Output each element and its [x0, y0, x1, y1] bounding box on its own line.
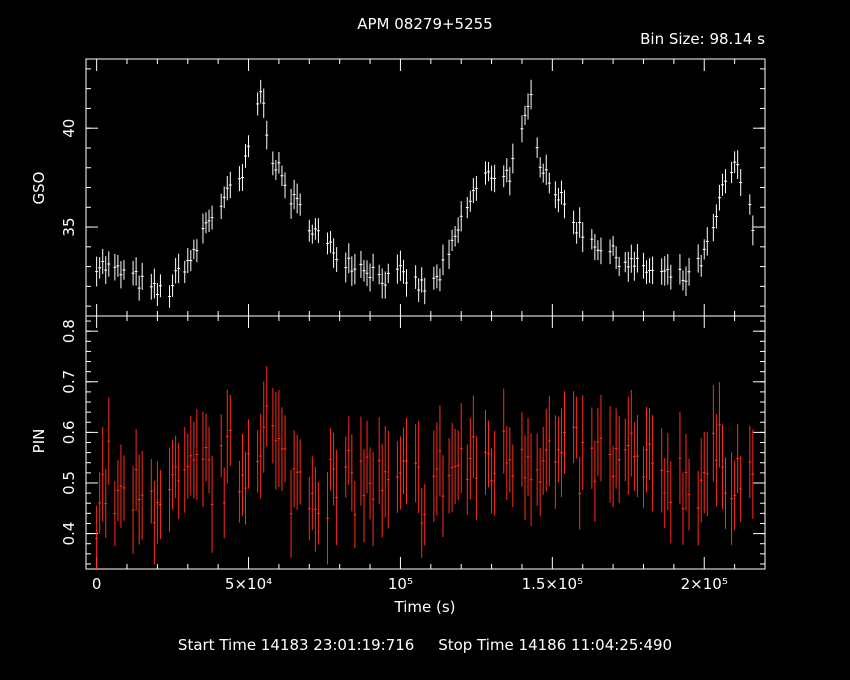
x-tick-label: 10⁵: [388, 575, 413, 593]
y-tick-label: 0.5: [60, 471, 78, 495]
x-tick-label: 2×10⁵: [681, 575, 728, 593]
y-tick-label: 0.6: [60, 420, 78, 444]
pin-panel: 0.4 0.5 0.6 0.7 0.8: [60, 315, 766, 570]
panel-frame: [85, 58, 766, 317]
time-range-footer: Start Time 14183 23:01:19:716 Stop Time …: [177, 636, 673, 654]
x-axis: 0 5×10⁴ 10⁵ 1.5×10⁵ 2×10⁵: [92, 575, 728, 593]
pin-axis-label: PIN: [30, 429, 48, 454]
data-series: [95, 79, 755, 308]
gso-axis-label: GSO: [30, 172, 48, 205]
x-axis-label: Time (s): [394, 598, 456, 616]
data-series: [95, 366, 755, 569]
x-tick-label: 0: [92, 575, 102, 593]
y-tick-label: 0.8: [60, 319, 78, 343]
y-tick-label: 35: [60, 217, 78, 236]
y-tick-label: 40: [60, 119, 78, 138]
y-tick-label: 0.4: [60, 522, 78, 546]
x-tick-label: 1.5×10⁵: [522, 575, 584, 593]
chart-title: APM 08279+5255: [357, 15, 492, 33]
x-tick-label: 5×10⁴: [225, 575, 272, 593]
y-tick-label: 0.7: [60, 370, 78, 394]
gso-panel: 35 40: [60, 58, 766, 317]
bin-size-label: Bin Size: 98.14 s: [640, 30, 765, 48]
